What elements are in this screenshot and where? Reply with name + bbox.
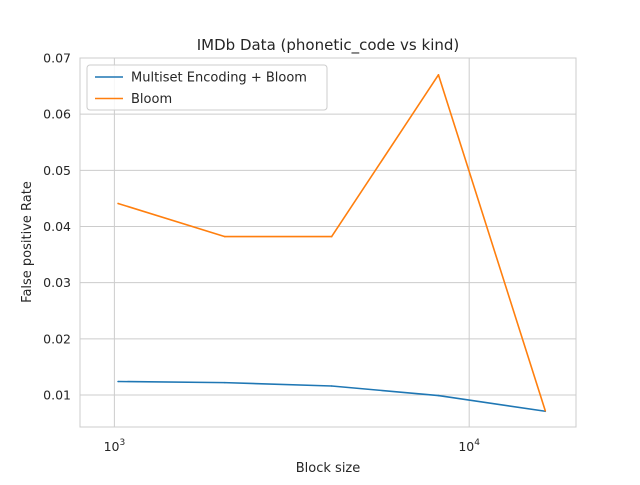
x-tick-base: 10 — [104, 439, 120, 454]
plot-frame — [79, 57, 577, 428]
legend: Multiset Encoding + Bloom Bloom — [86, 64, 328, 111]
y-tick-label: 0.07 — [43, 51, 71, 66]
legend-label: Bloom — [131, 92, 172, 107]
data-point — [330, 385, 333, 387]
y-tick-label: 0.03 — [43, 275, 71, 290]
y-tick-label: 0.06 — [43, 107, 71, 122]
data-point — [117, 202, 119, 205]
x-tick-exponent: 3 — [119, 438, 125, 448]
y-tick-label: 0.05 — [43, 163, 71, 178]
series-layer — [117, 74, 547, 413]
data-point — [117, 380, 119, 383]
x-tick-base: 10 — [458, 439, 474, 454]
data-point — [437, 74, 440, 76]
data-point — [224, 381, 226, 384]
y-axis-label: False positive Rate — [20, 181, 35, 303]
legend-label: Multiset Encoding + Bloom — [131, 71, 307, 86]
chart-title: IMDb Data (phonetic_code vs kind) — [197, 36, 460, 55]
y-tick-label: 0.02 — [43, 331, 71, 346]
data-point — [544, 409, 547, 412]
x-tick-exponent: 4 — [474, 438, 480, 448]
x-axis-label: Block size — [296, 461, 361, 476]
y-tick-label: 0.04 — [43, 219, 71, 234]
data-point — [437, 394, 440, 397]
data-point — [224, 235, 226, 238]
x-tick-label: 104 — [458, 438, 480, 454]
legend-box — [86, 64, 328, 111]
data-point — [330, 235, 333, 238]
x-tick-label: 103 — [104, 438, 126, 454]
y-tick-label: 0.01 — [43, 387, 71, 402]
